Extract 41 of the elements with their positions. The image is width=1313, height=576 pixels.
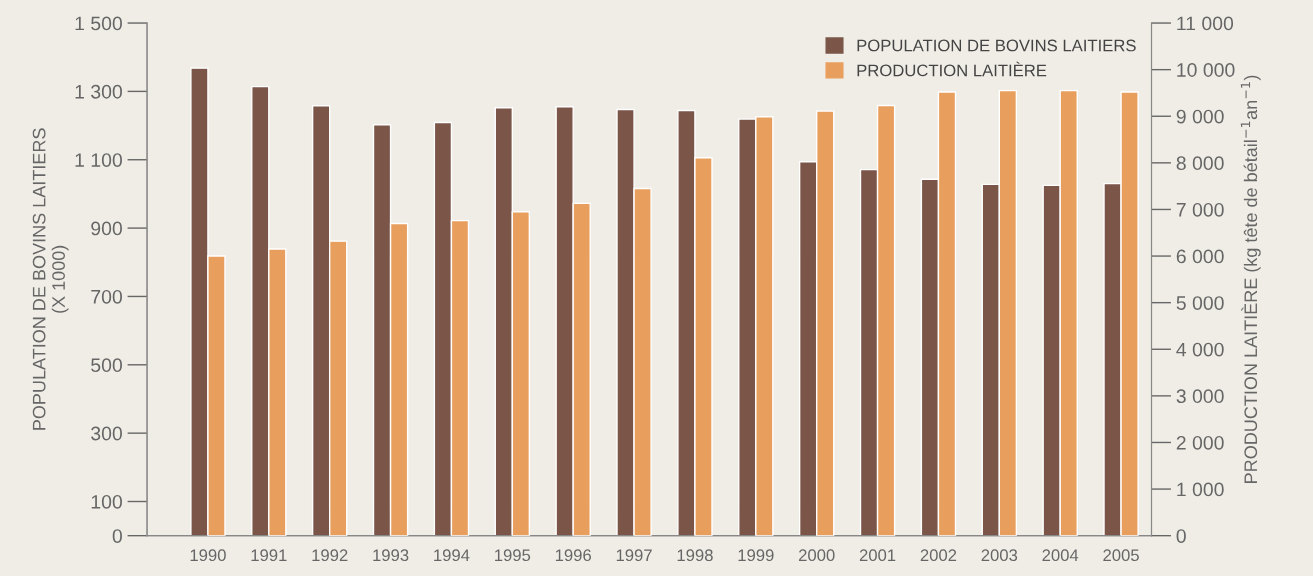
y-tick-label: 1 500: [75, 16, 122, 31]
legend-label: PRODUCTION LAITIÈRE: [857, 61, 1047, 77]
x-tick-label: 1998: [677, 549, 713, 562]
y2-tick-label: 4 000: [1176, 342, 1224, 357]
x-tick-label: 1996: [555, 549, 591, 562]
y2-tick-label: 2 000: [1176, 435, 1224, 450]
x-tick-label: 1991: [251, 549, 287, 562]
x-tick-label: 1992: [312, 549, 348, 562]
y-axis-title: POPULATION DE BOVINS LAITIERS (X 1000): [32, 128, 69, 430]
y-tick-label: 500: [91, 358, 122, 373]
y-tick-label: 1 100: [75, 153, 122, 167]
y2-tick-label: 5 000: [1176, 296, 1224, 310]
y-tick-label: 100: [91, 494, 122, 509]
x-tick-label: 1999: [738, 549, 774, 562]
x-tick-label: 1990: [190, 549, 226, 562]
y2-tick-label: 7 000: [1176, 202, 1224, 217]
y-tick-label: 900: [91, 221, 122, 236]
x-tick-label: 1993: [373, 549, 409, 562]
x-tick-label: 1997: [616, 549, 652, 562]
y-tick-label: 300: [91, 426, 122, 441]
x-tick-label: 2005: [1103, 549, 1139, 562]
y-tick-label: 1 300: [75, 84, 122, 99]
y2-tick-label: 11 000: [1177, 16, 1234, 31]
y-tick-label: 700: [91, 289, 122, 304]
y2-tick-label: 8 000: [1176, 156, 1224, 171]
y2-tick-label: 9 000: [1176, 109, 1224, 124]
y2-tick-label: 1 000: [1177, 482, 1224, 497]
x-tick-label: 2000: [798, 549, 835, 562]
y2-tick-label: 3 000: [1176, 389, 1224, 404]
y2-tick-label: 10 000: [1177, 63, 1235, 77]
x-tick-label: 2004: [1042, 549, 1079, 562]
x-tick-label: 2001: [859, 549, 896, 562]
y-tick-label: 0: [112, 529, 122, 543]
x-tick-label: 1994: [434, 549, 470, 562]
legend-label: POPULATION DE BOVINS LAITIERS: [857, 39, 1136, 52]
x-tick-label: 2003: [981, 549, 1018, 562]
y2-tick-label: 0: [1176, 529, 1186, 543]
y2-axis-title: PRODUCTION LAITIÈRE (kg tête de bétail$^{−1}$an$^{−1}$): [1240, 75, 1261, 483]
y2-tick-label: 6 000: [1176, 249, 1224, 264]
x-tick-label: 2002: [920, 549, 957, 562]
x-tick-label: 1995: [495, 549, 531, 562]
